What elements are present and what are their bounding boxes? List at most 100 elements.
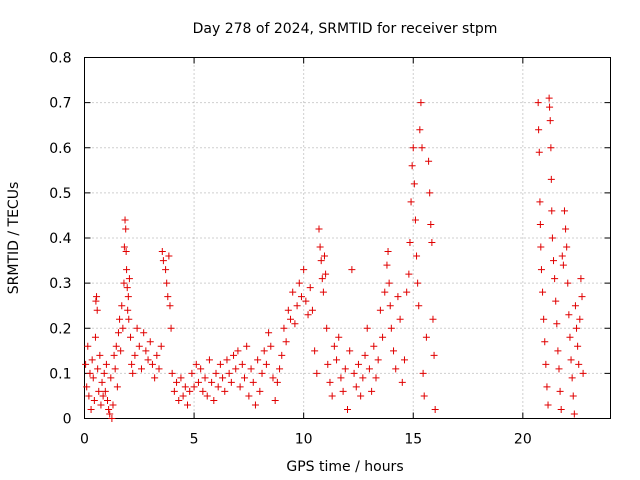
data-point bbox=[308, 306, 316, 314]
data-point bbox=[346, 347, 354, 355]
y-tick-label: 0.7 bbox=[49, 96, 71, 112]
data-point bbox=[357, 392, 365, 400]
data-point bbox=[190, 383, 198, 391]
data-point bbox=[254, 356, 262, 364]
data-point bbox=[396, 315, 404, 323]
data-point bbox=[236, 383, 244, 391]
data-point bbox=[430, 351, 438, 359]
data-point bbox=[177, 374, 185, 382]
data-point bbox=[385, 279, 393, 287]
data-point bbox=[570, 410, 578, 418]
data-point bbox=[536, 220, 544, 228]
data-point bbox=[210, 396, 218, 404]
data-point bbox=[194, 378, 202, 386]
y-tick-label: 0.3 bbox=[49, 276, 71, 292]
data-point bbox=[118, 302, 126, 310]
data-point bbox=[379, 333, 387, 341]
data-point bbox=[390, 347, 398, 355]
data-point bbox=[407, 198, 415, 206]
data-point bbox=[165, 252, 173, 260]
data-point bbox=[313, 369, 321, 377]
data-point bbox=[387, 324, 395, 332]
data-point bbox=[203, 392, 211, 400]
data-point bbox=[384, 248, 392, 256]
data-point bbox=[348, 266, 356, 274]
data-point bbox=[545, 94, 553, 102]
data-point bbox=[420, 392, 428, 400]
data-point bbox=[221, 387, 229, 395]
data-point bbox=[110, 351, 118, 359]
data-point bbox=[201, 374, 209, 382]
data-point bbox=[293, 302, 301, 310]
data-point bbox=[302, 297, 310, 305]
data-point bbox=[426, 189, 434, 197]
data-point bbox=[363, 324, 371, 332]
data-point bbox=[578, 293, 586, 301]
data-point bbox=[410, 180, 418, 188]
data-point bbox=[166, 302, 174, 310]
data-point bbox=[365, 365, 373, 373]
data-point bbox=[122, 225, 130, 233]
data-point bbox=[392, 365, 400, 373]
data-point bbox=[271, 396, 279, 404]
data-point bbox=[555, 365, 563, 373]
plot-frame bbox=[84, 57, 611, 419]
data-point bbox=[153, 351, 161, 359]
data-point bbox=[567, 356, 575, 364]
data-point bbox=[537, 266, 545, 274]
data-point bbox=[247, 365, 255, 373]
data-point bbox=[163, 279, 171, 287]
data-point bbox=[372, 374, 380, 382]
data-point bbox=[124, 293, 132, 301]
data-point bbox=[425, 157, 433, 165]
data-point bbox=[258, 369, 266, 377]
data-point bbox=[83, 383, 91, 391]
data-point bbox=[394, 293, 402, 301]
data-point bbox=[579, 369, 587, 377]
data-point bbox=[216, 360, 224, 368]
data-point bbox=[361, 351, 369, 359]
data-point bbox=[359, 374, 367, 382]
data-point bbox=[88, 356, 96, 364]
data-point bbox=[304, 311, 312, 319]
data-point bbox=[559, 261, 567, 269]
data-point bbox=[102, 360, 110, 368]
data-point bbox=[99, 392, 107, 400]
chart-title: Day 278 of 2024, SRMTID for receiver stp… bbox=[193, 21, 498, 37]
data-point bbox=[556, 387, 564, 395]
data-point bbox=[90, 396, 98, 404]
data-point bbox=[232, 365, 240, 373]
data-point bbox=[120, 279, 128, 287]
data-point bbox=[186, 387, 194, 395]
data-point bbox=[214, 383, 222, 391]
data-point bbox=[546, 103, 554, 111]
data-point bbox=[100, 369, 108, 377]
data-point bbox=[552, 297, 560, 305]
data-point bbox=[93, 293, 101, 301]
data-point bbox=[95, 387, 103, 395]
data-point bbox=[419, 369, 427, 377]
data-point bbox=[135, 342, 143, 350]
data-point bbox=[374, 356, 382, 364]
data-point bbox=[574, 342, 582, 350]
data-point bbox=[422, 333, 430, 341]
data-point bbox=[125, 275, 133, 283]
data-point bbox=[571, 302, 579, 310]
data-point bbox=[192, 360, 200, 368]
data-point bbox=[238, 360, 246, 368]
data-point bbox=[251, 401, 259, 409]
data-point bbox=[93, 306, 101, 314]
data-point bbox=[94, 365, 102, 373]
data-point bbox=[429, 315, 437, 323]
y-tick-label: 0.5 bbox=[49, 186, 71, 202]
data-point bbox=[155, 365, 163, 373]
data-point bbox=[319, 288, 327, 296]
data-point bbox=[417, 99, 425, 107]
data-point bbox=[273, 378, 281, 386]
data-point bbox=[131, 351, 139, 359]
data-point bbox=[408, 162, 416, 170]
data-point bbox=[535, 148, 543, 156]
data-point bbox=[398, 378, 406, 386]
data-point bbox=[322, 270, 330, 278]
data-point bbox=[400, 356, 408, 364]
